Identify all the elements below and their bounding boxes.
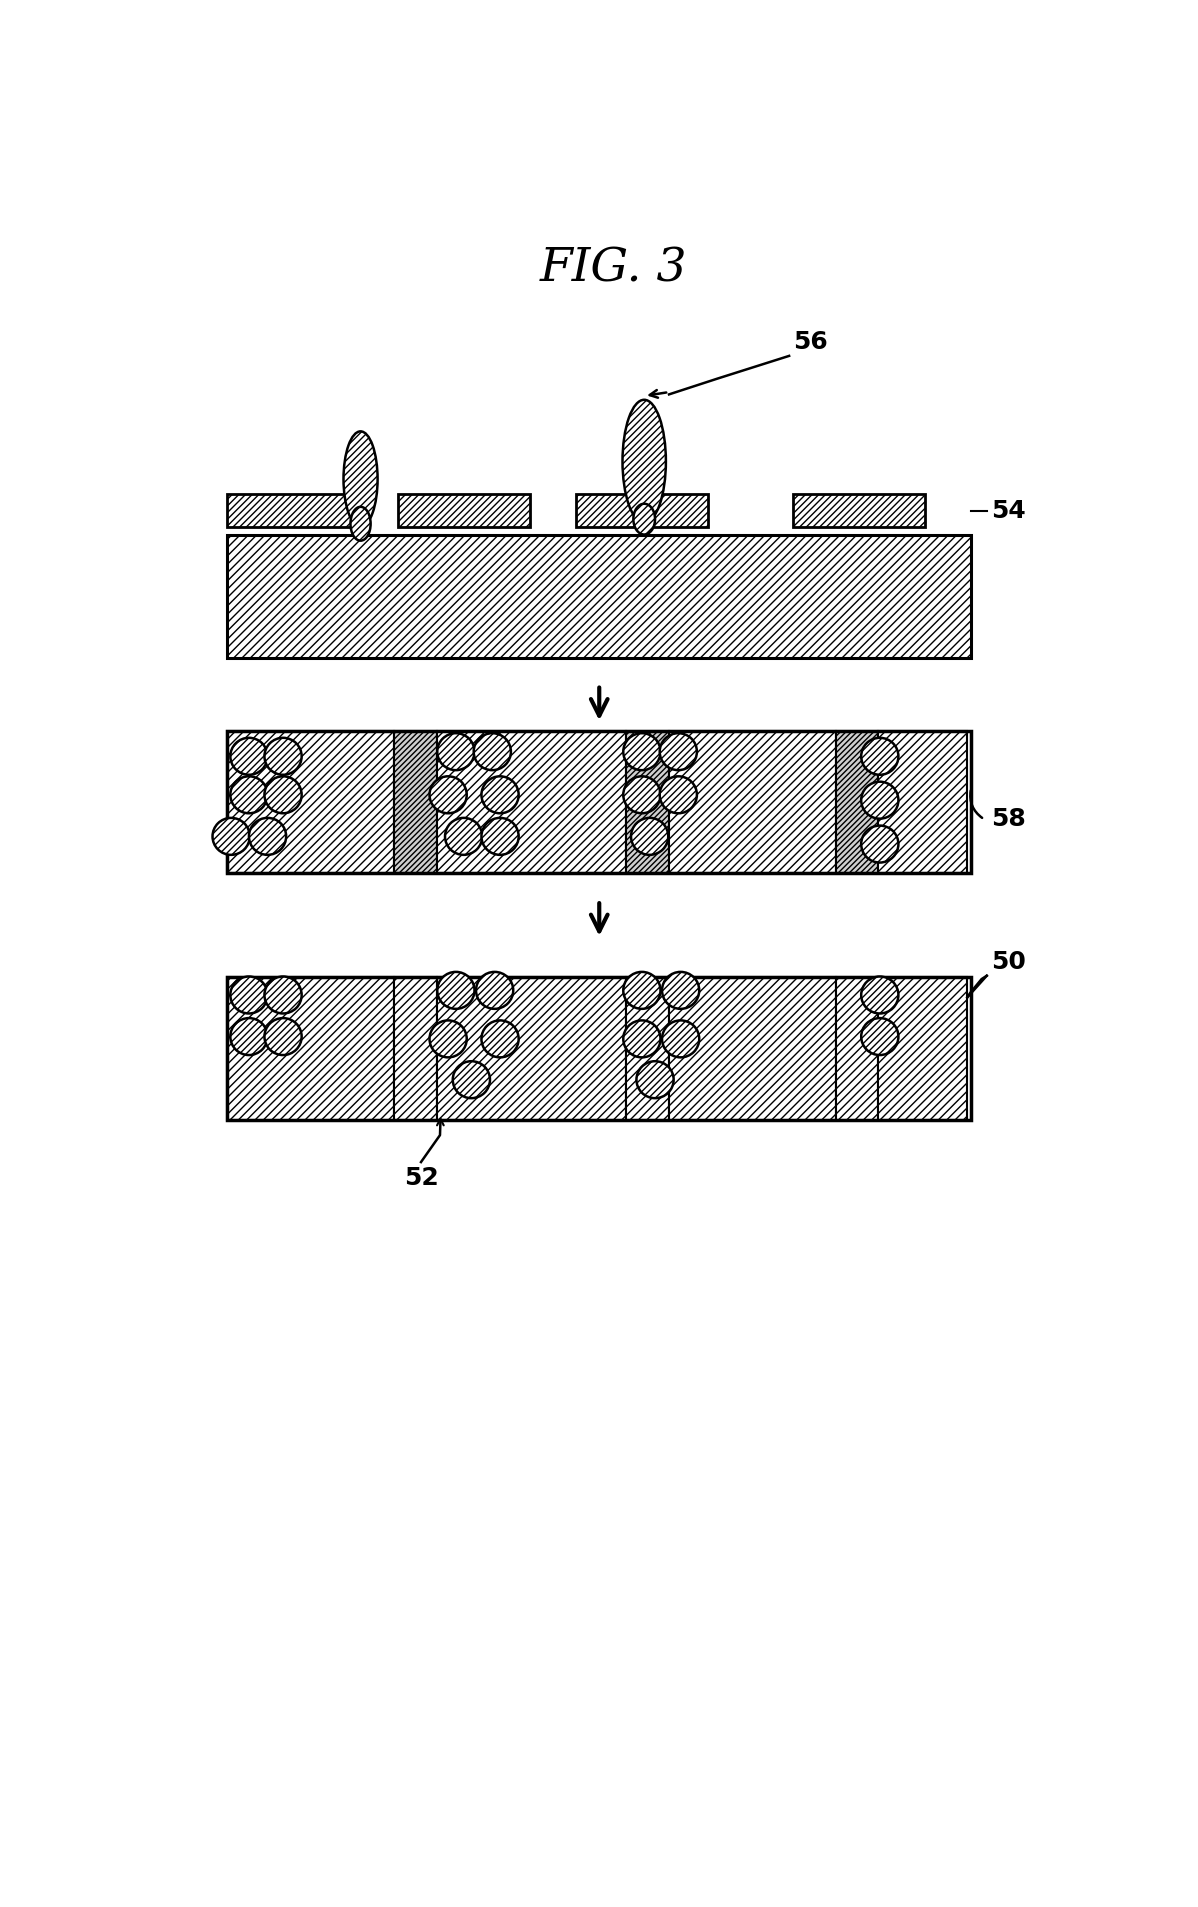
Circle shape [662, 973, 700, 1009]
Circle shape [482, 1020, 519, 1056]
FancyBboxPatch shape [668, 730, 836, 873]
Circle shape [861, 1018, 898, 1055]
FancyBboxPatch shape [576, 494, 708, 526]
Circle shape [861, 782, 898, 818]
Circle shape [230, 776, 267, 812]
Circle shape [437, 732, 474, 770]
FancyBboxPatch shape [836, 976, 878, 1119]
Circle shape [623, 776, 660, 812]
Circle shape [631, 818, 668, 854]
Circle shape [623, 1020, 660, 1056]
Circle shape [482, 776, 519, 812]
FancyBboxPatch shape [394, 976, 436, 1119]
Circle shape [662, 1020, 700, 1056]
FancyBboxPatch shape [398, 494, 530, 526]
Circle shape [430, 776, 467, 812]
Circle shape [437, 973, 474, 1009]
FancyBboxPatch shape [436, 976, 627, 1119]
Circle shape [473, 732, 510, 770]
Circle shape [660, 776, 697, 812]
Ellipse shape [344, 431, 377, 526]
Circle shape [444, 818, 483, 854]
Circle shape [230, 738, 267, 774]
Text: 54: 54 [991, 500, 1025, 523]
FancyBboxPatch shape [436, 730, 627, 873]
FancyBboxPatch shape [394, 730, 436, 873]
FancyBboxPatch shape [228, 730, 394, 873]
Circle shape [230, 1018, 267, 1055]
Circle shape [265, 738, 302, 774]
Text: FIG. 3: FIG. 3 [540, 246, 688, 292]
FancyBboxPatch shape [878, 730, 967, 873]
FancyBboxPatch shape [228, 976, 394, 1119]
Circle shape [623, 973, 660, 1009]
FancyBboxPatch shape [793, 494, 925, 526]
Circle shape [265, 1018, 302, 1055]
Circle shape [636, 1060, 673, 1098]
FancyBboxPatch shape [878, 976, 967, 1119]
Circle shape [861, 826, 898, 862]
Circle shape [660, 732, 697, 770]
Text: 50: 50 [991, 950, 1025, 974]
Circle shape [265, 976, 302, 1013]
Circle shape [430, 1020, 467, 1056]
Circle shape [265, 776, 302, 812]
Ellipse shape [351, 507, 370, 542]
Text: 56: 56 [793, 330, 828, 355]
Circle shape [861, 976, 898, 1013]
FancyBboxPatch shape [668, 976, 836, 1119]
Ellipse shape [623, 400, 666, 523]
FancyBboxPatch shape [228, 534, 972, 658]
Text: 52: 52 [404, 1165, 438, 1190]
Circle shape [482, 818, 519, 854]
Circle shape [861, 738, 898, 774]
FancyBboxPatch shape [627, 976, 668, 1119]
FancyBboxPatch shape [228, 494, 359, 526]
Ellipse shape [634, 503, 655, 534]
Circle shape [249, 818, 286, 854]
Circle shape [623, 732, 660, 770]
FancyBboxPatch shape [836, 730, 878, 873]
Circle shape [230, 976, 267, 1013]
Circle shape [453, 1060, 490, 1098]
Circle shape [476, 973, 513, 1009]
Circle shape [212, 818, 249, 854]
FancyBboxPatch shape [627, 730, 668, 873]
Text: 58: 58 [991, 807, 1025, 831]
